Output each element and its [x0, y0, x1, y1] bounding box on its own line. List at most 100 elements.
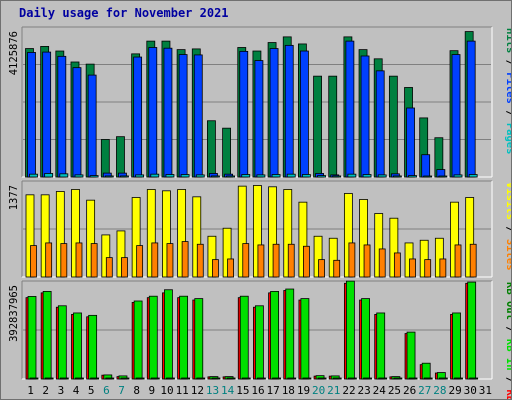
bar-kbin-day-3 — [57, 305, 67, 380]
legend-entry-kbout: KB Out — [504, 282, 511, 320]
bar-pages-day-20 — [317, 175, 326, 178]
bar-kbout-day-4 — [75, 377, 84, 380]
legend-entry-files: Files — [504, 72, 511, 104]
bar-sites-day-6 — [105, 257, 113, 278]
bar-pages-day-13 — [211, 175, 220, 178]
bar-kbout-day-29 — [454, 377, 463, 380]
legend-entry-kbf: KB F — [504, 389, 511, 399]
bar-visits-day-18 — [283, 189, 293, 278]
bar-files-day-17 — [269, 48, 279, 178]
bar-visits-day-21 — [328, 237, 338, 278]
bar-visits-day-14 — [222, 227, 232, 278]
bar-kbin-day-4 — [73, 312, 82, 380]
bar-visits-day-6 — [101, 234, 111, 278]
bar-files-day-11 — [178, 54, 188, 178]
bar-visits-day-7 — [116, 230, 126, 278]
bar-pages-day-9 — [150, 173, 160, 178]
bar-kbout-day-3 — [59, 377, 69, 380]
bar-files-day-2 — [42, 51, 52, 178]
bar-sites-day-2 — [45, 242, 53, 278]
legend-separator: / — [504, 53, 511, 72]
legend-separator: / — [504, 104, 511, 123]
legend-entry-sites: Sites — [504, 239, 511, 271]
bar-pages-day-16 — [256, 174, 266, 178]
bar-visits-day-12 — [192, 196, 202, 278]
bar-visits-day-8 — [131, 197, 141, 278]
legend-hits-files-pages: Hits / Files / Pages — [504, 28, 511, 154]
x-tick-label-day-20: 20 — [312, 384, 325, 397]
bar-visits-day-1 — [25, 194, 35, 278]
bar-pages-day-5 — [89, 175, 99, 178]
bar-kbout-day-13 — [211, 377, 221, 380]
bar-sites-day-27 — [424, 259, 432, 278]
bar-kbout-day-18 — [287, 377, 297, 380]
bar-files-day-18 — [284, 44, 294, 178]
bar-sites-day-17 — [272, 243, 280, 278]
bar-sites-day-25 — [393, 252, 401, 278]
bar-hits-day-20 — [313, 75, 322, 178]
bar-pages-day-7 — [120, 175, 129, 178]
x-tick-label-day-27: 27 — [418, 384, 431, 397]
bar-pages-day-29 — [453, 174, 463, 178]
bar-visits-day-28 — [434, 237, 444, 278]
bar-pages-day-3 — [59, 173, 69, 178]
bar-sites-day-16 — [257, 244, 265, 278]
bar-sites-day-29 — [454, 244, 462, 278]
bar-pages-day-12 — [195, 174, 205, 178]
x-tick-label-day-21: 21 — [327, 384, 340, 397]
bar-kbin-day-11 — [179, 295, 189, 380]
bar-sites-day-26 — [409, 258, 416, 278]
bar-kbout-day-12 — [196, 377, 206, 380]
bar-files-day-24 — [375, 70, 385, 178]
bar-pages-day-8 — [135, 174, 145, 178]
bar-kbin-day-17 — [270, 291, 279, 380]
bar-files-day-15 — [239, 50, 249, 178]
bar-kbin-day-1 — [27, 296, 37, 380]
x-tick-label-day-6: 6 — [103, 384, 110, 397]
bar-kbout-day-8 — [135, 377, 145, 380]
bar-visits-day-13 — [207, 235, 217, 278]
bar-pages-day-4 — [74, 174, 84, 178]
bar-kbin-day-12 — [194, 298, 204, 380]
x-tick-label-day-8: 8 — [133, 384, 140, 397]
bar-files-day-30 — [466, 40, 476, 178]
bar-pages-day-28 — [438, 175, 448, 178]
bar-files-day-23 — [360, 55, 370, 178]
bar-sites-day-30 — [469, 243, 477, 278]
bar-kbout-day-1 — [29, 377, 39, 380]
bar-visits-day-27 — [419, 239, 429, 278]
bar-files-day-19 — [300, 50, 309, 178]
x-tick-label-day-7: 7 — [118, 384, 125, 397]
bar-kbout-day-19 — [302, 377, 312, 380]
bar-files-day-10 — [163, 47, 173, 178]
bar-files-day-8 — [133, 56, 143, 178]
legend-entry-hits: Hits — [504, 28, 511, 53]
x-tick-label-day-31: 31 — [479, 384, 492, 397]
bar-kbout-day-27 — [423, 377, 433, 380]
bar-files-day-16 — [254, 60, 264, 178]
x-tick-label-day-4: 4 — [73, 384, 80, 397]
bar-pages-day-2 — [44, 173, 54, 178]
bar-files-day-26 — [406, 107, 415, 178]
bar-kbin-day-16 — [255, 305, 264, 380]
bar-hits-day-21 — [328, 75, 338, 178]
bar-hits-day-6 — [100, 139, 110, 178]
bar-pages-day-23 — [362, 174, 372, 178]
x-tick-label-day-18: 18 — [282, 384, 295, 397]
bar-pages-day-14 — [226, 175, 235, 178]
bar-pages-day-26 — [408, 175, 417, 178]
legend-separator: / — [504, 371, 511, 390]
bar-visits-day-4 — [71, 189, 80, 278]
bar-visits-day-29 — [450, 201, 459, 278]
x-tick-label-day-5: 5 — [88, 384, 95, 397]
bar-visits-day-2 — [40, 194, 50, 278]
legend-visits-sites: Visits / Sites — [504, 182, 511, 271]
bar-sites-day-4 — [75, 242, 83, 278]
bar-kbin-day-26 — [406, 331, 416, 380]
bar-pages-day-30 — [468, 174, 478, 178]
bar-sites-day-13 — [212, 259, 219, 278]
bar-visits-day-22 — [343, 193, 353, 278]
bar-visits-day-30 — [465, 197, 475, 278]
